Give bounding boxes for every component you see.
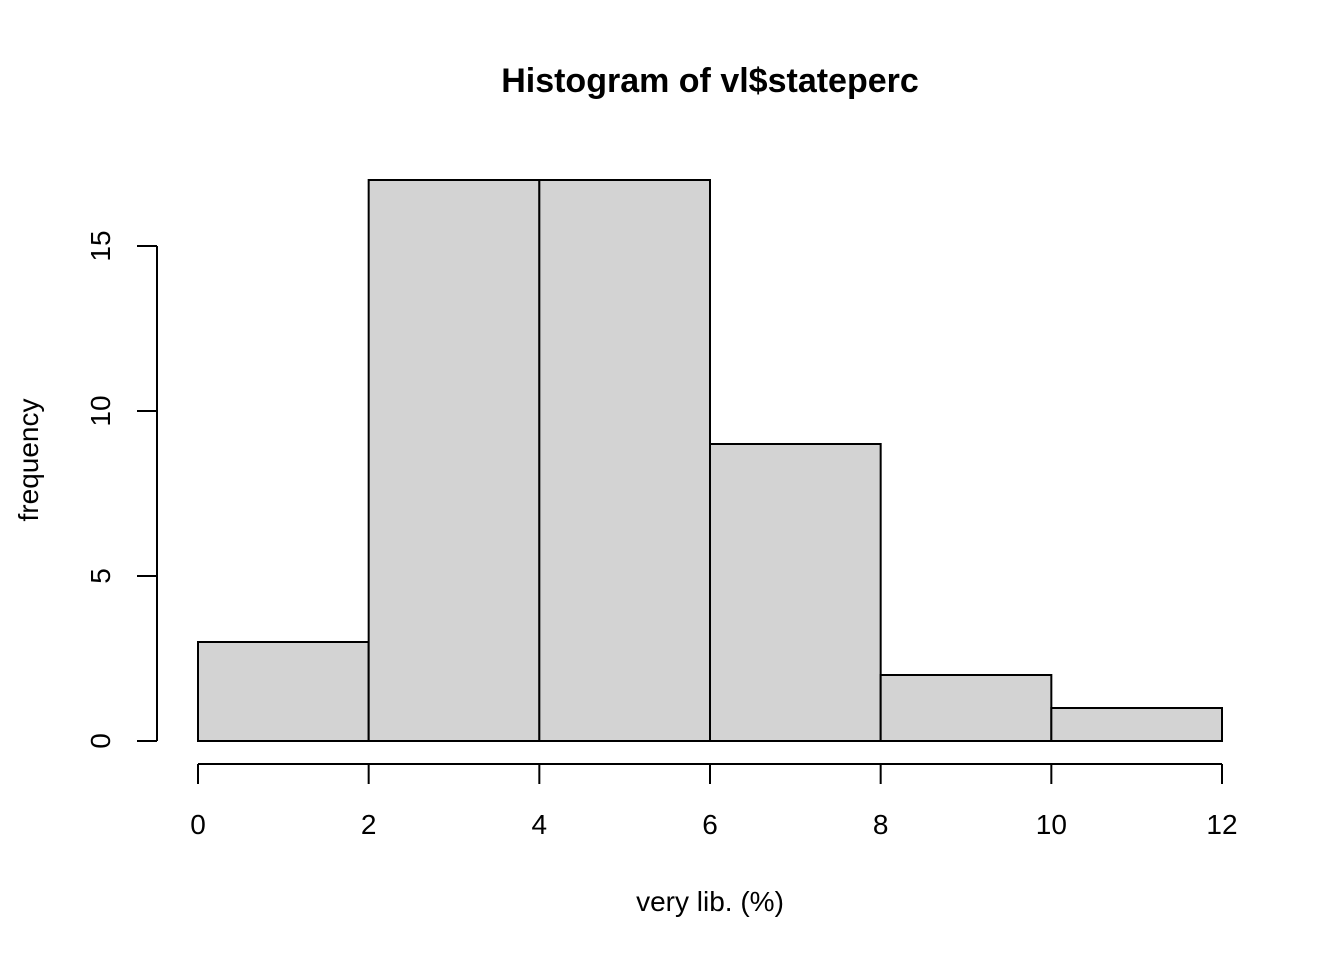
x-tick-label: 10 xyxy=(1036,809,1067,840)
histogram-bar xyxy=(538,179,711,742)
histogram-bar xyxy=(709,443,882,742)
y-axis: 0 5 10 15 xyxy=(85,230,158,749)
x-tick-label: 0 xyxy=(190,809,206,840)
y-axis-label: frequency xyxy=(13,399,44,522)
y-tick-label: 0 xyxy=(85,733,116,749)
x-tick-label: 6 xyxy=(702,809,718,840)
histogram-bar xyxy=(879,674,1053,742)
histogram-bar xyxy=(197,641,370,742)
bars-group xyxy=(197,179,1224,742)
x-tick-label: 12 xyxy=(1206,809,1237,840)
x-tick-label: 2 xyxy=(361,809,377,840)
chart-title: Histogram of vl$stateperc xyxy=(501,62,919,100)
y-tick-label: 5 xyxy=(85,568,116,584)
x-axis: 0 2 4 6 8 10 12 xyxy=(190,763,1238,840)
histogram-bar xyxy=(367,179,541,742)
y-tick-label: 15 xyxy=(85,230,116,261)
histogram-bar xyxy=(1050,707,1224,742)
y-tick-label: 10 xyxy=(85,395,116,426)
x-axis-label: very lib. (%) xyxy=(636,886,784,917)
x-tick-label: 4 xyxy=(532,809,548,840)
x-tick-label: 8 xyxy=(873,809,889,840)
